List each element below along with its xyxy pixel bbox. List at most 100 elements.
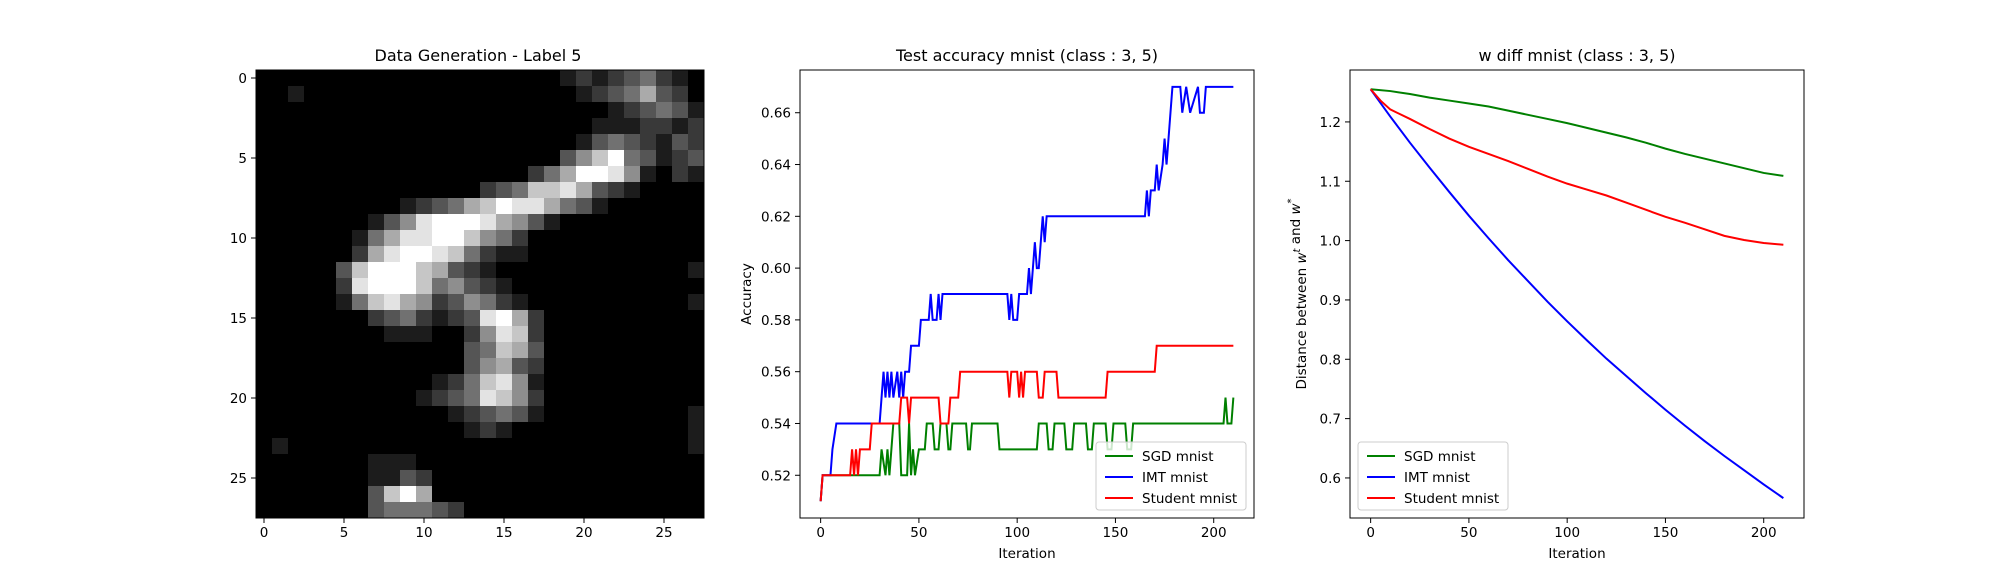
pixel	[528, 294, 545, 311]
pixel	[656, 326, 673, 343]
pixel	[416, 134, 433, 151]
pixel	[464, 454, 481, 471]
pixel	[656, 246, 673, 263]
pixel	[576, 214, 593, 231]
pixel	[512, 486, 529, 503]
pixel	[496, 406, 513, 423]
pixel	[608, 422, 625, 439]
pixel	[272, 230, 289, 247]
pixel	[528, 198, 545, 215]
pixel	[640, 70, 657, 87]
pixel	[384, 310, 401, 327]
pixel	[416, 182, 433, 199]
pixel	[336, 390, 353, 407]
pixel	[560, 486, 577, 503]
pixel	[512, 182, 529, 199]
pixel	[464, 470, 481, 487]
pixel	[608, 198, 625, 215]
pixel	[272, 470, 289, 487]
pixel	[464, 438, 481, 455]
pixel	[496, 502, 513, 519]
pixel	[416, 470, 433, 487]
pixel	[512, 70, 529, 87]
pixel	[336, 422, 353, 439]
x-tick-label: 25	[655, 525, 672, 541]
pixel	[608, 230, 625, 247]
pixel	[624, 342, 641, 359]
pixel	[288, 454, 305, 471]
pixel	[544, 342, 561, 359]
pixel	[464, 390, 481, 407]
pixel	[592, 438, 609, 455]
pixel	[448, 70, 465, 87]
pixel	[400, 470, 417, 487]
pixel	[592, 358, 609, 375]
pixel	[304, 86, 321, 103]
pixel	[640, 438, 657, 455]
pixel	[592, 214, 609, 231]
pixel	[320, 102, 337, 119]
pixel	[528, 390, 545, 407]
pixel	[544, 150, 561, 167]
pixel	[576, 278, 593, 295]
panel3-title: w diff mnist (class : 3, 5)	[1478, 46, 1675, 65]
pixel	[608, 102, 625, 119]
pixel	[272, 374, 289, 391]
pixel	[496, 390, 513, 407]
pixel	[656, 310, 673, 327]
pixel	[448, 422, 465, 439]
pixel	[416, 150, 433, 167]
pixel	[304, 486, 321, 503]
pixel	[544, 326, 561, 343]
pixel	[688, 390, 705, 407]
pixel	[448, 198, 465, 215]
pixel	[448, 118, 465, 135]
pixel	[368, 230, 385, 247]
pixel	[320, 246, 337, 263]
pixel	[576, 358, 593, 375]
pixel	[288, 358, 305, 375]
pixel	[432, 486, 449, 503]
pixel	[368, 454, 385, 471]
pixel	[272, 294, 289, 311]
pixel	[496, 134, 513, 151]
pixel	[432, 182, 449, 199]
pixel	[336, 230, 353, 247]
pixel	[432, 342, 449, 359]
pixel	[640, 262, 657, 279]
panel1-title: Data Generation - Label 5	[375, 46, 582, 65]
pixel	[576, 102, 593, 119]
pixel	[688, 486, 705, 503]
pixel	[576, 390, 593, 407]
pixel	[368, 150, 385, 167]
pixel	[512, 422, 529, 439]
pixel	[368, 262, 385, 279]
pixel	[576, 486, 593, 503]
pixel	[640, 470, 657, 487]
pixel	[368, 134, 385, 151]
pixel	[384, 406, 401, 423]
pixel	[672, 230, 689, 247]
pixel	[272, 198, 289, 215]
panel2-title: Test accuracy mnist (class : 3, 5)	[895, 46, 1158, 65]
pixel	[480, 182, 497, 199]
pixel	[576, 438, 593, 455]
pixel	[672, 406, 689, 423]
pixel	[256, 278, 273, 295]
x-tick-label: 150	[1103, 525, 1129, 541]
pixel	[640, 246, 657, 263]
pixel	[352, 198, 369, 215]
pixel	[400, 502, 417, 519]
pixel	[448, 358, 465, 375]
pixel	[576, 70, 593, 87]
pixel	[480, 310, 497, 327]
pixel	[432, 246, 449, 263]
pixel	[336, 150, 353, 167]
pixel	[592, 102, 609, 119]
pixel	[432, 262, 449, 279]
pixel	[560, 390, 577, 407]
pixel	[608, 134, 625, 151]
pixel	[544, 70, 561, 87]
pixel	[432, 134, 449, 151]
pixel	[688, 230, 705, 247]
